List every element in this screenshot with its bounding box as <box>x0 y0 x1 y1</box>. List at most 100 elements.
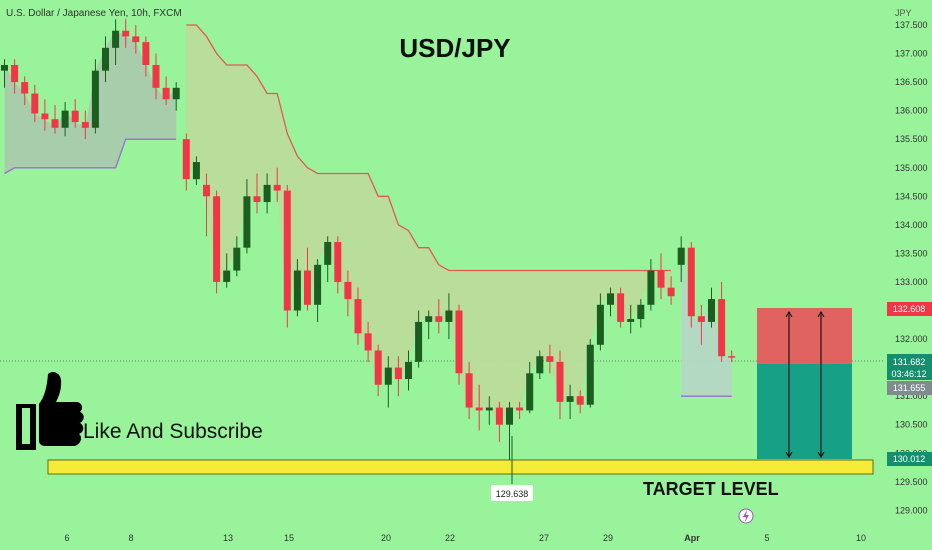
candle <box>213 190 221 294</box>
candle <box>334 236 342 294</box>
candle <box>112 19 120 65</box>
candle <box>617 287 625 328</box>
price-tick-label: 137.500 <box>895 20 928 30</box>
trail-fill-early <box>4 30 177 174</box>
candle <box>162 76 170 105</box>
time-tick-label: Apr <box>684 533 700 543</box>
candle <box>405 350 412 391</box>
candle <box>586 339 594 408</box>
candle <box>374 344 382 397</box>
time-tick-label: 29 <box>603 533 613 543</box>
target-badge-text: 130.012 <box>893 454 926 464</box>
candle <box>61 102 69 137</box>
candle <box>314 259 322 322</box>
time-tick-label: 5 <box>764 533 769 543</box>
price-tick-label: 130.500 <box>895 420 928 430</box>
price-tick-label: 135.500 <box>895 134 928 144</box>
price-tick-label: 129.000 <box>895 505 928 515</box>
candle <box>51 104 59 134</box>
candle <box>91 59 99 134</box>
price-tick-label: 136.500 <box>895 77 928 87</box>
price-tick-label: 129.500 <box>895 477 928 487</box>
stop-badge-text: 132.608 <box>893 304 926 314</box>
candle <box>81 110 89 140</box>
price-tick-label: 137.000 <box>895 49 928 59</box>
symbol-line: U.S. Dollar / Japanese Yen, 10h, FXCM <box>6 8 182 19</box>
time-tick-label: 6 <box>64 533 69 543</box>
candle <box>273 167 281 203</box>
trail-lines <box>4 24 732 397</box>
trail-fills <box>4 25 732 425</box>
price-tick-label: 134.000 <box>895 220 928 230</box>
low-marker-label: 129.638 <box>496 489 529 499</box>
candle <box>475 384 483 431</box>
candle <box>263 173 271 214</box>
time-tick-label: 13 <box>223 533 233 543</box>
time-tick-label: 22 <box>445 533 455 543</box>
candle <box>627 304 635 334</box>
candle <box>596 293 604 351</box>
resistance-trail <box>186 24 672 272</box>
price-tick-label: 133.500 <box>895 248 928 258</box>
candle <box>223 253 231 288</box>
candle <box>324 236 332 282</box>
trail-fill-resistance <box>186 25 672 425</box>
candle <box>122 19 130 48</box>
entry-badge <box>887 381 932 395</box>
thumbs-up-icon <box>16 372 84 450</box>
price-tick-label: 131.000 <box>895 391 928 401</box>
candle <box>344 270 352 317</box>
stop-badge <box>887 302 932 316</box>
target-badge <box>887 452 932 466</box>
candle <box>455 304 463 385</box>
candle <box>293 259 301 317</box>
candle <box>233 236 241 277</box>
lightning-icon[interactable] <box>738 508 754 524</box>
candle <box>71 99 79 128</box>
candle <box>607 287 614 317</box>
time-tick-label: 20 <box>381 533 391 543</box>
candle <box>304 247 311 311</box>
candle <box>516 401 524 419</box>
candle <box>102 36 109 83</box>
time-tick-label: 8 <box>128 533 133 543</box>
candle <box>445 293 453 340</box>
candle <box>394 356 402 397</box>
low-marker-label-box <box>491 485 533 501</box>
candle <box>536 350 544 380</box>
candle <box>657 253 665 300</box>
price-tick-label: 136.000 <box>895 106 928 116</box>
currency-label: JPY <box>895 8 912 18</box>
candle <box>425 310 433 340</box>
target-level-label: TARGET LEVEL <box>643 479 779 499</box>
candle <box>253 173 261 214</box>
candle <box>526 361 534 414</box>
candle <box>576 390 584 414</box>
candle <box>132 25 140 54</box>
candle <box>546 344 554 374</box>
range-arrows <box>785 311 825 458</box>
candle <box>667 276 675 305</box>
time-tick-label: 10 <box>856 533 866 543</box>
price-tick-label: 134.500 <box>895 191 928 201</box>
candle <box>41 99 49 131</box>
time-tick-label: 27 <box>539 533 549 543</box>
candle <box>11 59 19 94</box>
candle <box>203 173 210 237</box>
candle <box>364 321 372 362</box>
candle <box>192 156 200 185</box>
support-trail-early <box>4 138 177 175</box>
candles <box>1 19 736 474</box>
candle <box>718 281 726 362</box>
price-tick-label: 132.000 <box>895 334 928 344</box>
candle <box>647 259 655 311</box>
price-tick-label: 135.000 <box>895 163 928 173</box>
current-price-badge <box>887 354 932 380</box>
candle <box>142 36 150 77</box>
candle <box>243 179 251 254</box>
candle <box>697 304 705 345</box>
candle <box>687 241 695 328</box>
candle <box>495 401 503 442</box>
candle <box>354 287 362 345</box>
